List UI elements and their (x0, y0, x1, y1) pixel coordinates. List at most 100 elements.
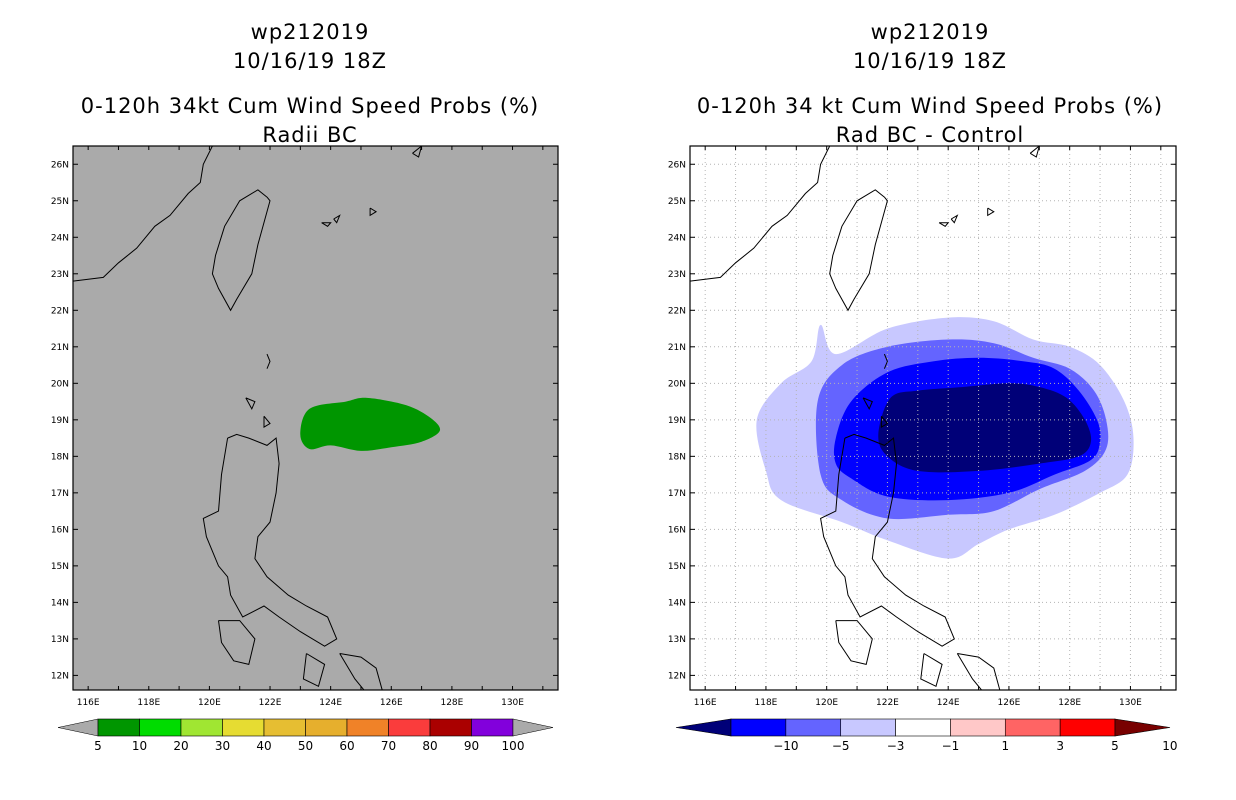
x-tick-label: 116E (694, 698, 717, 708)
y-tick-label: 21N (668, 343, 686, 353)
map-panel-2: 116E 118E 120E 122E 124E 126E 128E 130E 12N 13N 14… (668, 145, 1177, 708)
y-tick-label: 26N (51, 160, 69, 170)
colorbar-label: 100 (502, 739, 525, 753)
y-tick-label: 26N (668, 160, 686, 170)
coastline (987, 207, 995, 217)
colorbar-label: 40 (256, 739, 271, 753)
coastline (202, 433, 338, 647)
y-tick-label: 18N (668, 452, 686, 462)
y-tick-label: 21N (51, 343, 69, 353)
x-tick-label: 128E (440, 698, 463, 708)
x-tick-label: 116E (77, 698, 100, 708)
colorbar-label: 10 (132, 739, 147, 753)
colorbar-segment (429, 718, 472, 737)
coastline (956, 653, 1001, 690)
probability-region (300, 397, 441, 451)
colorbar-label: 80 (422, 739, 437, 753)
colorbar-segment (180, 718, 223, 737)
coastline (218, 620, 256, 666)
x-tick-label: 120E (198, 698, 221, 708)
plot-area (73, 146, 441, 690)
colorbar-label: −5 (832, 739, 850, 753)
colorbar-label: 30 (215, 739, 230, 753)
coastline (333, 214, 341, 224)
left-title-line2: Radii BC (262, 123, 358, 147)
colorbar-left-arrow (57, 718, 99, 737)
y-tick-label: 23N (51, 270, 69, 280)
coastline (920, 653, 943, 688)
coastline (1029, 146, 1040, 158)
colorbar-segment (388, 718, 431, 737)
plot-frame (72, 145, 559, 691)
colorbar-right-arrow (512, 718, 554, 737)
colorbar-segment (840, 718, 896, 737)
left-title-block: wp212019 10/16/19 18Z 0-120h 34kt Cum Wi… (20, 18, 600, 150)
y-tick-label: 14N (51, 598, 69, 608)
colorbar-segment (139, 718, 182, 737)
coastline (211, 189, 271, 312)
y-tick-label: 13N (51, 635, 69, 645)
colorbar-right-arrow (1114, 718, 1171, 737)
coastline (339, 653, 383, 690)
colorbar-segment (895, 718, 951, 737)
y-tick-label: 12N (668, 671, 686, 681)
colorbar-segment (346, 718, 389, 737)
y-tick-label: 25N (51, 197, 69, 207)
left-storm-id: wp212019 (250, 20, 370, 44)
colorbar-label: 70 (381, 739, 396, 753)
coastline (412, 146, 423, 158)
y-tick-label: 23N (668, 270, 686, 280)
y-tick-label: 24N (51, 233, 69, 243)
colorbar-segment (730, 718, 787, 737)
coastline (302, 653, 326, 688)
colorbar-label: 20 (173, 739, 188, 753)
y-tick-label: 15N (51, 562, 69, 572)
colorbar-label: 50 (298, 739, 313, 753)
x-tick-label: 118E (755, 698, 778, 708)
x-tick-label: 118E (137, 698, 160, 708)
y-tick-label: 20N (668, 379, 686, 389)
coastline (369, 207, 378, 217)
coastline (321, 222, 332, 227)
x-tick-label: 126E (998, 698, 1021, 708)
colorbar-label: −1 (942, 739, 960, 753)
right-title-line2: Rad BC - Control (835, 123, 1025, 147)
coastline (690, 146, 831, 282)
y-tick-label: 25N (668, 197, 686, 207)
left-title-line1: 0-120h 34kt Cum Wind Speed Probs (%) (80, 94, 540, 118)
colorbar-2: −10 −5 −3 −1 1 3 5 10 (675, 718, 1177, 753)
coastline (883, 353, 888, 369)
x-tick-label: 126E (380, 698, 403, 708)
y-tick-label: 15N (668, 562, 686, 572)
colorbar-segment (950, 718, 1006, 737)
y-tick-label: 16N (51, 525, 69, 535)
colorbar-segment (471, 718, 514, 737)
coastline (263, 415, 271, 428)
colorbar-label: 3 (1056, 739, 1064, 753)
x-tick-label: 130E (501, 698, 524, 708)
colorbar-segment (97, 718, 140, 737)
x-tick-label: 130E (1119, 698, 1142, 708)
colorbar-label: 10 (1162, 739, 1177, 753)
y-tick-label: 24N (668, 233, 686, 243)
colorbar-label: 60 (339, 739, 354, 753)
coastline (862, 397, 873, 411)
coastline (245, 397, 256, 411)
y-tick-label: 22N (668, 306, 686, 316)
y-tick-label: 22N (51, 306, 69, 316)
colorbar-segment (263, 718, 306, 737)
y-tick-label: 17N (668, 489, 686, 499)
colorbar-segment (1004, 718, 1061, 737)
coastline (266, 353, 271, 369)
coastline (835, 620, 873, 666)
coastline (950, 214, 959, 224)
colorbar-segment (305, 718, 348, 737)
x-tick-label: 120E (815, 698, 838, 708)
x-tick-label: 128E (1058, 698, 1081, 708)
y-tick-label: 20N (51, 379, 69, 389)
y-tick-label: 17N (51, 489, 69, 499)
colorbar-label: 1 (1001, 739, 1009, 753)
colorbar-segment (785, 718, 842, 737)
colorbar-left-arrow (675, 718, 732, 737)
